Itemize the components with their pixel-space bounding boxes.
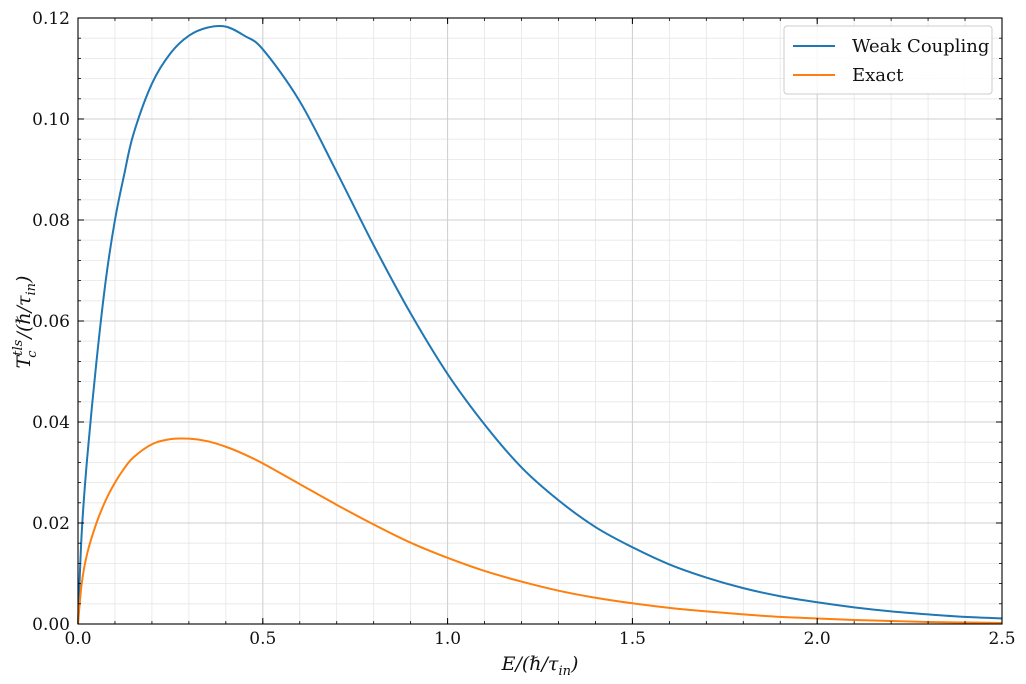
y-tick-label: 0.12: [32, 9, 70, 29]
legend-label-exact: Exact: [852, 65, 904, 86]
tick-labels: 0.0 0.5 1.0 1.5 2.0 2.5 0.00 0.02 0.04 0.06 0.08 0.…: [32, 9, 1015, 649]
series-line-exact: [77, 437, 1003, 625]
x-tick-label: 1.0: [434, 629, 461, 649]
y-tick-label: 0.02: [32, 514, 70, 534]
legend: Weak Coupling Exact: [783, 25, 993, 95]
legend-label-weak-coupling: Weak Coupling: [852, 36, 989, 57]
y-tick-label: 0.04: [32, 413, 70, 433]
series-line-weak-coupling: [77, 24, 1003, 625]
y-tick-label: 0.10: [32, 110, 70, 130]
x-tick-label: 2.5: [988, 629, 1015, 649]
x-tick-label: 0.0: [64, 629, 91, 649]
x-tick-label: 2.0: [804, 629, 831, 649]
x-tick-label: 0.5: [249, 629, 276, 649]
y-tick-label: 0.06: [32, 312, 70, 332]
y-tick-label: 0.08: [32, 211, 70, 231]
series-layer: [77, 24, 1003, 625]
legend-box: [783, 25, 993, 95]
axis-ticks: [77, 17, 1003, 625]
y-tick-label: 0.00: [32, 615, 70, 635]
x-tick-label: 1.5: [619, 629, 646, 649]
